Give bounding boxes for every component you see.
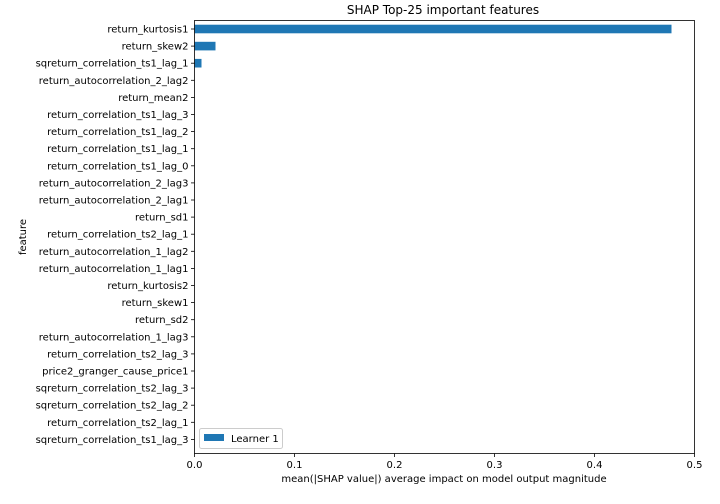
y-axis-ticks: return_kurtosis1 return_skew2 sqreturn_cor…	[36, 25, 195, 446]
y-tick-label: return_autocorrelation_2_lag3	[39, 178, 189, 189]
y-tick-label: return_correlation_ts1_lag_0	[47, 161, 188, 172]
x-tick-label: 0.2	[387, 460, 403, 471]
y-tick-label: return_correlation_ts1_lag_3	[47, 110, 188, 121]
y-tick-label: return_autocorrelation_1_lag1	[39, 264, 189, 275]
x-tick-label: 0.4	[587, 460, 603, 471]
y-tick-label: return_correlation_ts2_lag_1	[47, 230, 188, 241]
x-tick-label: 0.0	[187, 460, 203, 471]
y-tick-label: return_autocorrelation_2_lag2	[39, 76, 189, 87]
bar-sqreturn-correlation-ts1-lag-1	[194, 58, 202, 68]
y-tick-label: return_kurtosis2	[107, 281, 188, 292]
legend-frame	[199, 428, 283, 449]
y-tick-label: sqreturn_correlation_ts2_lag_2	[36, 401, 189, 412]
y-tick-label: return_skew2	[122, 42, 189, 53]
y-tick-label: return_autocorrelation_1_lag3	[39, 332, 189, 343]
x-tick-label: 0.3	[487, 460, 503, 471]
y-tick-label: price2_granger_cause_price1	[42, 367, 188, 378]
legend: Learner 1	[199, 428, 283, 449]
y-tick-label: return_sd2	[135, 315, 189, 326]
bar-return-skew2	[194, 41, 216, 51]
x-tick-label: 0.1	[287, 460, 303, 471]
bar-return-kurtosis1	[194, 24, 672, 34]
bars-group	[194, 24, 672, 68]
y-tick-label: return_kurtosis1	[107, 25, 188, 36]
y-tick-label: sqreturn_correlation_ts2_lag_3	[36, 384, 189, 395]
y-tick-label: return_correlation_ts1_lag_1	[47, 144, 188, 155]
y-tick-label: return_autocorrelation_1_lag2	[39, 247, 189, 258]
legend-label: Learner 1	[231, 434, 279, 445]
y-tick-label: return_mean2	[118, 93, 188, 104]
plot-area-frame	[194, 20, 695, 454]
y-tick-label: return_correlation_ts2_lag_3	[47, 349, 188, 360]
x-axis-ticks: 0.0 0.1 0.2 0.3 0.4 0.5	[187, 453, 703, 471]
y-tick-label: return_sd1	[135, 213, 189, 224]
y-tick-label: return_correlation_ts2_lag_1	[47, 418, 188, 429]
y-tick-label: return_correlation_ts1_lag_2	[47, 127, 188, 138]
legend-swatch	[204, 434, 224, 441]
y-tick-label: sqreturn_correlation_ts1_lag_3	[36, 435, 189, 446]
y-tick-label: return_autocorrelation_2_lag1	[39, 196, 189, 207]
x-axis-label: mean(|SHAP value|) average impact on mod…	[281, 474, 606, 485]
y-tick-label: sqreturn_correlation_ts1_lag_1	[36, 59, 189, 70]
y-axis-label: feature	[18, 219, 29, 255]
y-tick-label: return_skew1	[122, 298, 189, 309]
x-tick-label: 0.5	[687, 460, 703, 471]
chart-title: SHAP Top-25 important features	[347, 3, 539, 17]
